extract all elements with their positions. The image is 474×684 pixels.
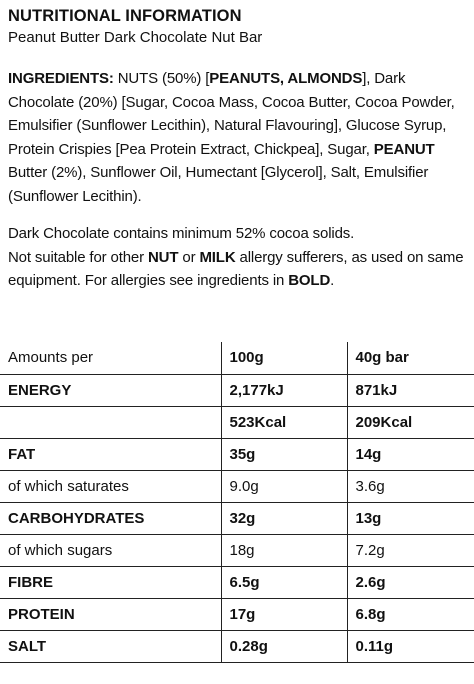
product-name: Peanut Butter Dark Chocolate Nut Bar [8, 29, 263, 46]
nutrition-table: Amounts per 100g 40g bar ENERGY 2,177kJ … [0, 342, 474, 663]
nutrient-label: ENERGY [0, 373, 221, 407]
table-row: FIBRE 6.5g 2.6g [0, 566, 474, 599]
page-title: NUTRITIONAL INFORMATION [8, 7, 242, 25]
table-row: SALT 0.28g 0.11g [0, 630, 474, 663]
allergen-text: PEANUT [373, 140, 435, 158]
value-per-bar: 14g [346, 438, 474, 471]
ingredients-text: NUTS (50%) [ [113, 70, 210, 87]
value-per-bar: 2.6g [346, 566, 474, 599]
cocoa-note: Dark Chocolate contains minimum 52% coco… [8, 225, 355, 242]
column-header-100g: 100g [220, 342, 347, 375]
column-header-amounts: Amounts per [0, 342, 221, 375]
allergy-note-text: Not suitable for other [8, 248, 148, 266]
table-row: CARBOHYDRATES 32g 13g [0, 502, 474, 535]
nutrient-label: SALT [0, 630, 221, 663]
allergy-note-text: allergy sufferers, as used on same equip… [8, 248, 464, 290]
spacer [8, 208, 466, 222]
table-row: FAT 35g 14g [0, 438, 474, 471]
allergy-note-text: . [330, 272, 335, 289]
allergen-text: NUT [147, 248, 179, 266]
value-per-100g: 32g [220, 502, 347, 535]
allergy-note-text: or [178, 248, 200, 266]
allergen-text: MILK [199, 248, 236, 266]
table-row: 523Kcal 209Kcal [0, 406, 474, 439]
value-per-bar: 6.8g [346, 598, 474, 631]
ingredients-text: ], Dark Chocolate (20%) [Sugar, Cocoa Ma… [8, 70, 455, 158]
column-header-bar: 40g bar [346, 342, 474, 375]
value-per-bar: 3.6g [346, 470, 474, 503]
ingredients-text: Butter (2%), Sunflower Oil, Humectant [G… [8, 164, 429, 205]
ingredients-label: INGREDIENTS: [8, 70, 114, 87]
value-per-100g: 35g [220, 438, 347, 471]
ingredients-paragraph: INGREDIENTS: NUTS (50%) [PEANUTS, ALMOND… [8, 67, 466, 208]
table-header-row: Amounts per 100g 40g bar [0, 342, 474, 375]
allergen-text: BOLD [288, 272, 331, 289]
value-per-100g: 0.28g [220, 630, 347, 663]
value-per-100g: 17g [220, 598, 347, 631]
allergen-text: PEANUTS, ALMONDS [209, 70, 363, 87]
value-per-100g: 9.0g [220, 470, 347, 503]
table-row: of which saturates 9.0g 3.6g [0, 470, 474, 503]
nutrient-sublabel: of which saturates [0, 470, 221, 503]
nutrient-label [0, 406, 221, 439]
nutrient-label: FIBRE [0, 566, 221, 599]
value-per-100g: 2,177kJ [220, 373, 347, 407]
value-per-bar: 7.2g [346, 534, 474, 567]
value-per-bar: 871kJ [346, 373, 474, 407]
table-row: of which sugars 18g 7.2g [0, 534, 474, 567]
value-per-bar: 0.11g [346, 630, 474, 663]
value-per-100g: 523Kcal [220, 406, 347, 439]
value-per-100g: 18g [220, 534, 347, 567]
value-per-100g: 6.5g [220, 566, 347, 599]
nutrient-label: FAT [0, 438, 221, 471]
table-row: ENERGY 2,177kJ 871kJ [0, 373, 474, 407]
value-per-bar: 13g [346, 502, 474, 535]
table-row: PROTEIN 17g 6.8g [0, 598, 474, 631]
nutrient-label: PROTEIN [0, 598, 221, 631]
nutrient-sublabel: of which sugars [0, 534, 221, 567]
nutrient-label: CARBOHYDRATES [0, 502, 221, 535]
allergy-note: Not suitable for other NUT or MILK aller… [8, 246, 466, 293]
value-per-bar: 209Kcal [346, 406, 474, 439]
